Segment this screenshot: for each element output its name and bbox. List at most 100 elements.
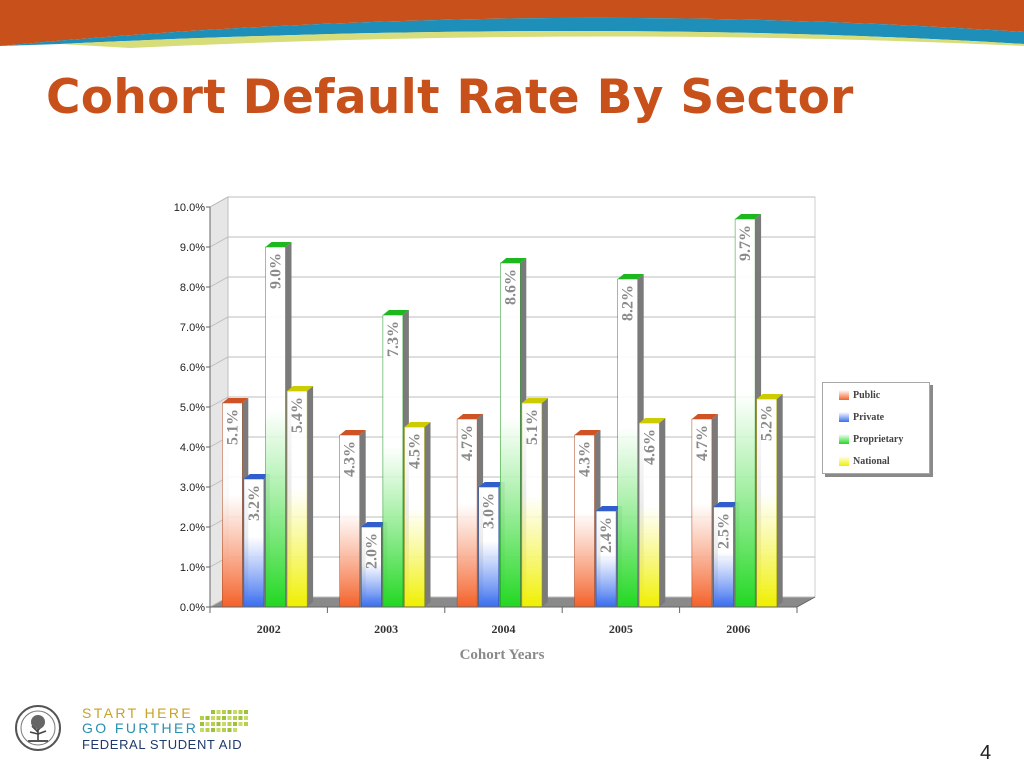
x-tick-label: 2004 bbox=[492, 622, 516, 636]
data-label: 3.2% bbox=[246, 485, 263, 521]
logo-dot bbox=[211, 710, 215, 714]
data-label: 5.4% bbox=[289, 397, 306, 433]
bar-top bbox=[457, 414, 484, 419]
logo-dot bbox=[205, 728, 210, 732]
logo-dot bbox=[200, 728, 204, 732]
legend-label: National bbox=[853, 455, 890, 467]
logo-dot bbox=[233, 716, 237, 720]
logo-dot bbox=[211, 716, 215, 720]
bar-face bbox=[500, 262, 521, 608]
x-tick-label: 2002 bbox=[257, 622, 281, 636]
bar-top bbox=[265, 242, 292, 247]
y-tick-label: 1.0% bbox=[180, 562, 205, 574]
bar-national-2003: 4.5% bbox=[404, 422, 431, 608]
bar-face bbox=[734, 218, 756, 608]
logo-dot bbox=[222, 716, 226, 720]
data-label: 7.3% bbox=[385, 321, 402, 357]
x-axis-depth bbox=[796, 596, 816, 608]
bar-top bbox=[478, 482, 505, 487]
data-label: 5.1% bbox=[524, 409, 541, 445]
logo-dot bbox=[200, 716, 204, 720]
page-number: 4 bbox=[980, 742, 992, 764]
legend-item-proprietary: Proprietary bbox=[839, 431, 903, 447]
x-tick-label: 2006 bbox=[726, 622, 750, 636]
logo-dot bbox=[222, 722, 226, 726]
legend-item-national: National bbox=[839, 453, 890, 469]
data-label: 4.3% bbox=[342, 441, 359, 477]
data-label: 8.6% bbox=[502, 269, 519, 305]
logo-dot bbox=[238, 716, 243, 720]
data-label: 4.7% bbox=[694, 425, 711, 461]
data-label: 9.0% bbox=[268, 253, 285, 289]
data-label: 2.0% bbox=[363, 533, 380, 569]
y-tick-label: 3.0% bbox=[180, 482, 205, 494]
logo-dot bbox=[211, 728, 215, 732]
bar-top bbox=[521, 398, 548, 403]
logo-dot bbox=[205, 722, 210, 726]
bar-top bbox=[639, 418, 666, 423]
data-label: 4.3% bbox=[577, 441, 594, 477]
bar-face bbox=[382, 314, 404, 608]
y-tick-label: 9.0% bbox=[180, 242, 205, 254]
bar-top bbox=[500, 258, 527, 263]
dot-pattern-icon bbox=[200, 710, 248, 732]
logo-dot bbox=[200, 722, 204, 726]
bar-top bbox=[596, 506, 623, 511]
y-tick-label: 8.0% bbox=[180, 282, 205, 294]
bar-top bbox=[735, 214, 762, 219]
chart-legend: Public Private Proprietary National bbox=[822, 382, 930, 474]
bar-top bbox=[243, 474, 270, 479]
bar-top bbox=[339, 430, 366, 435]
legend-swatch bbox=[839, 456, 849, 466]
bar-side bbox=[776, 394, 783, 607]
logo-start-here: START HERE bbox=[82, 705, 194, 721]
bar-face bbox=[617, 278, 638, 608]
y-tick-label: 0.0% bbox=[180, 602, 205, 614]
gridline bbox=[209, 196, 815, 208]
legend-swatch bbox=[839, 434, 849, 444]
data-label: 5.1% bbox=[224, 409, 241, 445]
bar-national-2005: 4.6% bbox=[639, 418, 666, 608]
data-label: 8.2% bbox=[620, 285, 637, 321]
logo-dot bbox=[233, 710, 237, 714]
logo-dot bbox=[244, 722, 248, 726]
y-tick-label: 10.0% bbox=[174, 202, 205, 214]
logo-dot bbox=[233, 722, 237, 726]
logo-dot bbox=[205, 716, 210, 720]
federal-student-aid-logo: START HERE GO FURTHER FEDERAL STUDENT AI… bbox=[14, 704, 250, 756]
logo-dot bbox=[227, 716, 232, 720]
y-tick-label: 7.0% bbox=[180, 322, 205, 334]
gridline bbox=[209, 276, 815, 288]
data-label: 4.6% bbox=[641, 429, 658, 465]
bar-face bbox=[265, 246, 286, 608]
logo-dot bbox=[216, 710, 221, 714]
bar-national-2006: 5.2% bbox=[756, 394, 783, 608]
legend-label: Private bbox=[853, 411, 885, 423]
data-label: 9.7% bbox=[737, 225, 754, 261]
x-tick-label: 2003 bbox=[374, 622, 398, 636]
logo-dot bbox=[216, 722, 221, 726]
logo-dot bbox=[216, 728, 221, 732]
x-tick-label: 2005 bbox=[609, 622, 633, 636]
logo-dot bbox=[222, 710, 226, 714]
bar-top bbox=[222, 398, 249, 403]
data-label: 2.4% bbox=[598, 517, 615, 553]
y-tick-label: 2.0% bbox=[180, 522, 205, 534]
x-axis: 2002 2003 2004 2005 2006 bbox=[209, 596, 816, 636]
y-tick-label: 4.0% bbox=[180, 442, 205, 454]
bar-public-2003: 4.3% bbox=[339, 430, 366, 608]
x-axis-title: Cohort Years bbox=[460, 647, 545, 663]
data-label: 3.0% bbox=[481, 493, 498, 529]
legend-label: Proprietary bbox=[853, 433, 904, 445]
legend-label: Public bbox=[853, 389, 881, 401]
bar-top bbox=[404, 422, 431, 427]
logo-go-further: GO FURTHER bbox=[82, 720, 199, 736]
bar-top bbox=[691, 414, 718, 419]
logo-dot bbox=[227, 710, 232, 714]
logo-dot bbox=[244, 716, 248, 720]
legend-swatch bbox=[839, 390, 849, 400]
legend-item-private: Private bbox=[839, 409, 884, 425]
bar-top bbox=[617, 274, 644, 279]
bar-national-2004: 5.1% bbox=[521, 398, 548, 608]
slide-title: Cohort Default Rate By Sector bbox=[46, 70, 854, 125]
